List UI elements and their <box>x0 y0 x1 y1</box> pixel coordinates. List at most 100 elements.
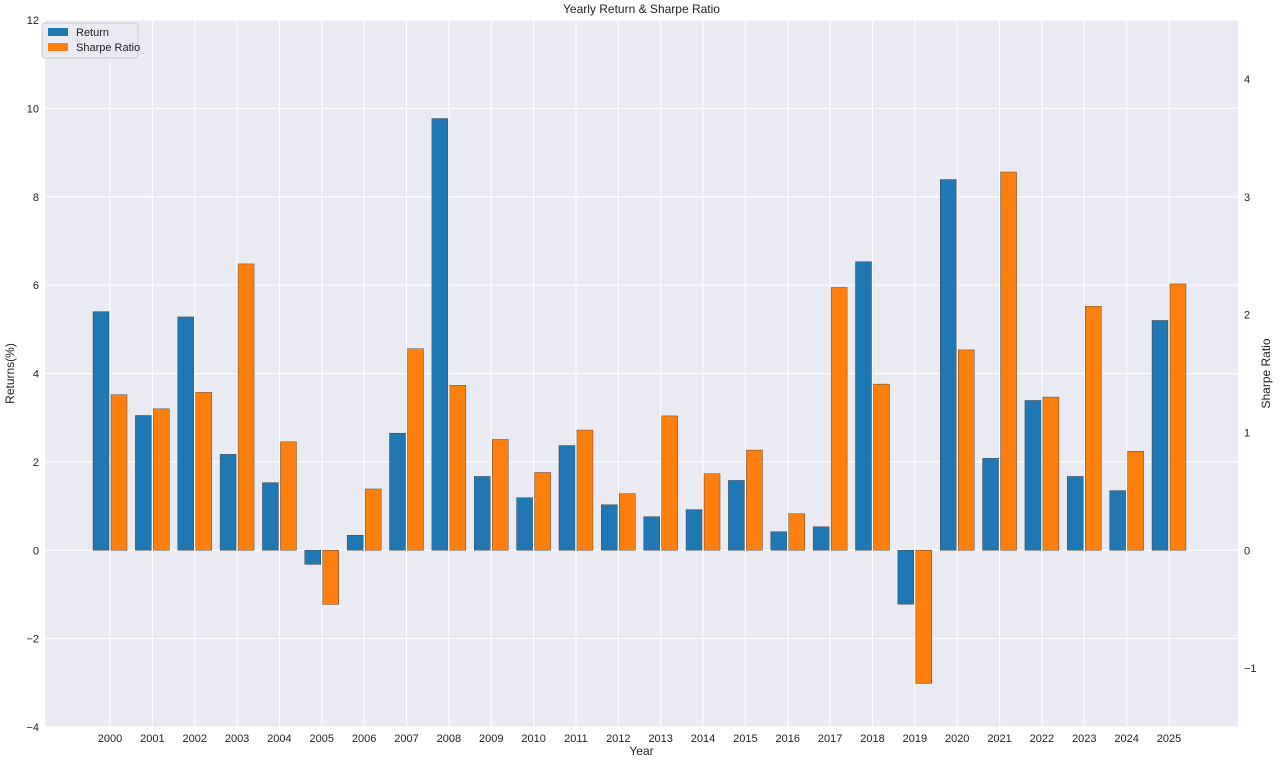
bar-sharpe-ratio-2005 <box>322 550 339 605</box>
bar-return-2009 <box>474 476 491 551</box>
bar-sharpe-ratio-2013 <box>661 415 678 551</box>
y2-tick-label: 3 <box>1244 192 1250 204</box>
bar-return-2001 <box>135 415 152 551</box>
y-tick-label: 2 <box>33 457 39 469</box>
bar-return-2025 <box>1151 320 1169 551</box>
x-tick-label: 2019 <box>903 733 927 745</box>
y2-axis-label: Sharpe Ratio <box>1259 338 1273 408</box>
y-axis-ticks: −4 −2 0 2 4 6 8 10 12 <box>26 15 39 734</box>
legend-swatch-return <box>48 28 68 36</box>
bar-return-2023 <box>1067 476 1084 551</box>
bar-sharpe-ratio-2008 <box>449 385 467 551</box>
bar-sharpe-ratio-2003 <box>237 263 255 551</box>
bar-return-2021 <box>982 458 999 551</box>
y-tick-label: 8 <box>33 192 39 204</box>
bar-sharpe-ratio-2025 <box>1169 283 1187 551</box>
legend-label-sharpe-ratio: Sharpe Ratio <box>76 42 140 54</box>
y2-tick-label: 0 <box>1244 545 1250 557</box>
y-tick-label: −4 <box>26 722 39 734</box>
bar-sharpe-ratio-2024 <box>1127 451 1144 551</box>
bar-return-2000 <box>92 311 110 551</box>
bar-sharpe-ratio-2004 <box>280 441 297 551</box>
x-tick-label: 2011 <box>564 733 588 745</box>
x-tick-label: 2000 <box>98 733 122 745</box>
bar-sharpe-ratio-2007 <box>407 348 424 551</box>
x-tick-label: 2005 <box>310 733 334 745</box>
legend-label-return: Return <box>76 27 109 39</box>
x-tick-label: 2017 <box>818 733 842 745</box>
x-tick-label: 2022 <box>1030 733 1054 745</box>
x-tick-label: 2016 <box>776 733 800 745</box>
bar-return-2014 <box>685 509 703 551</box>
bar-sharpe-ratio-2021 <box>1000 171 1017 551</box>
x-tick-label: 2002 <box>182 733 206 745</box>
bar-return-2006 <box>346 535 364 551</box>
bar-return-2012 <box>601 504 618 551</box>
x-tick-label: 2007 <box>394 733 418 745</box>
x-tick-label: 2008 <box>437 733 461 745</box>
y-tick-label: 12 <box>27 15 39 27</box>
x-tick-label: 2021 <box>987 733 1011 745</box>
bar-return-2022 <box>1024 400 1042 551</box>
bar-return-2008 <box>431 118 449 551</box>
x-tick-label: 2018 <box>860 733 884 745</box>
x-axis-label: Year <box>629 744 653 758</box>
y-tick-label: 4 <box>33 369 39 381</box>
x-tick-label: 2015 <box>733 733 757 745</box>
bar-return-2016 <box>770 531 787 551</box>
y-tick-label: 6 <box>33 280 39 292</box>
bar-sharpe-ratio-2009 <box>492 439 509 551</box>
bars <box>92 118 1187 684</box>
bar-sharpe-ratio-2002 <box>195 392 212 551</box>
bar-sharpe-ratio-2001 <box>153 408 170 551</box>
x-tick-label: 2024 <box>1114 733 1138 745</box>
y2-axis-ticks: −1 0 1 2 3 4 <box>1244 74 1257 675</box>
bar-sharpe-ratio-2017 <box>830 287 848 551</box>
bar-sharpe-ratio-2018 <box>873 383 890 551</box>
legend-swatch-sharpe-ratio <box>48 43 68 51</box>
y-axis-label: Returns(%) <box>3 343 17 404</box>
chart-title: Yearly Return & Sharpe Ratio <box>563 2 720 16</box>
bar-return-2010 <box>516 497 533 551</box>
bar-return-2007 <box>389 432 406 551</box>
bar-sharpe-ratio-2019 <box>915 550 933 684</box>
x-tick-label: 2014 <box>691 733 715 745</box>
x-tick-label: 2006 <box>352 733 376 745</box>
bar-sharpe-ratio-2010 <box>534 472 551 551</box>
bar-return-2024 <box>1109 490 1126 551</box>
bar-return-2020 <box>940 179 957 551</box>
x-tick-label: 2010 <box>521 733 545 745</box>
bar-sharpe-ratio-2012 <box>619 493 636 551</box>
bar-sharpe-ratio-2020 <box>958 349 975 551</box>
x-tick-label: 2013 <box>648 733 672 745</box>
bar-return-2019 <box>897 550 915 605</box>
y2-tick-label: 1 <box>1244 427 1250 439</box>
bar-sharpe-ratio-2006 <box>364 488 382 551</box>
bar-sharpe-ratio-2015 <box>746 449 763 551</box>
x-tick-label: 2020 <box>945 733 969 745</box>
bar-return-2004 <box>262 482 279 551</box>
bar-sharpe-ratio-2000 <box>110 394 128 551</box>
bar-return-2018 <box>855 261 872 551</box>
bar-return-2017 <box>812 526 830 551</box>
bar-return-2005 <box>304 550 321 565</box>
x-axis-ticks: 2000 2001 2002 2003 2004 2005 2006 2007 2008 2009… <box>98 733 1181 745</box>
y2-tick-label: 2 <box>1244 310 1250 322</box>
legend: Return Sharpe Ratio <box>41 22 140 59</box>
bar-sharpe-ratio-2023 <box>1085 306 1102 551</box>
y2-tick-label: 4 <box>1244 74 1250 86</box>
x-tick-label: 2023 <box>1072 733 1096 745</box>
x-tick-label: 2012 <box>606 733 630 745</box>
y-tick-label: 0 <box>33 545 39 557</box>
x-tick-label: 2003 <box>225 733 249 745</box>
x-tick-label: 2001 <box>140 733 164 745</box>
y-tick-label: −2 <box>26 634 39 646</box>
bar-return-2011 <box>558 445 576 551</box>
x-tick-label: 2025 <box>1157 733 1181 745</box>
y2-tick-label: −1 <box>1244 663 1257 675</box>
bar-sharpe-ratio-2022 <box>1042 396 1060 551</box>
bar-return-2013 <box>643 516 660 551</box>
bar-sharpe-ratio-2016 <box>788 513 805 551</box>
bar-return-2015 <box>728 480 745 551</box>
bar-sharpe-ratio-2011 <box>576 429 594 551</box>
